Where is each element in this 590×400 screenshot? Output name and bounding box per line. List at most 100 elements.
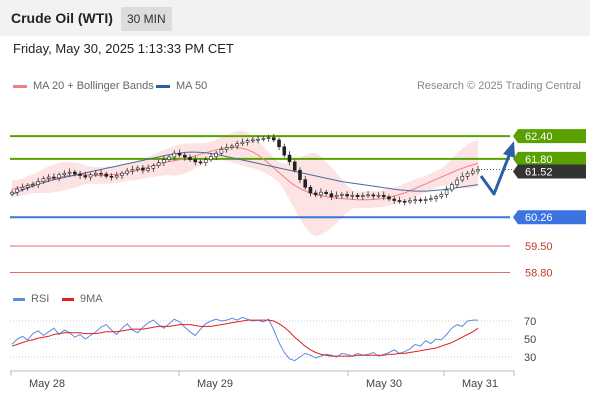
candle	[188, 157, 192, 160]
rsi-panel: 70 50 30	[10, 316, 536, 364]
badge-label: 58.80	[525, 268, 553, 280]
timeframe-button[interactable]: 30 MIN	[121, 7, 172, 31]
candle	[340, 194, 344, 196]
candle	[460, 175, 465, 181]
candle	[156, 162, 161, 166]
candle	[444, 189, 449, 195]
candle	[334, 194, 339, 198]
badge-label: 61.52	[525, 166, 553, 178]
candle	[235, 143, 239, 147]
candle	[88, 174, 93, 178]
candle	[429, 198, 433, 200]
candle	[381, 194, 386, 198]
candle	[413, 199, 417, 202]
candle	[146, 168, 150, 171]
candle	[271, 137, 276, 141]
candle	[141, 167, 145, 171]
candle	[104, 173, 109, 177]
rsi-series-9ma	[11, 319, 479, 357]
price-badge-61.52: 61.52	[513, 164, 586, 179]
candle	[46, 176, 51, 179]
badge-background	[513, 210, 586, 225]
rsi-tick-label: 70	[524, 316, 536, 328]
badge-label: 61.80	[525, 154, 553, 166]
candle	[31, 184, 35, 186]
candle	[434, 196, 438, 199]
candle	[361, 195, 365, 198]
candle	[10, 191, 14, 195]
candle	[36, 181, 40, 185]
candle	[25, 185, 30, 188]
candle	[67, 171, 72, 174]
candle	[135, 167, 140, 170]
candle	[470, 170, 475, 174]
candle	[177, 152, 182, 156]
badge-background	[513, 164, 586, 179]
legend-ma20-label: MA 20 + Bollinger Bands	[33, 80, 154, 92]
candle	[73, 171, 77, 175]
candle	[308, 186, 313, 194]
candle	[99, 172, 103, 175]
candle	[162, 159, 166, 163]
candle	[418, 199, 423, 202]
candle	[266, 137, 271, 139]
badge-label: 60.26	[525, 212, 553, 224]
candle	[109, 175, 114, 178]
candle	[224, 147, 229, 150]
candle	[114, 175, 119, 178]
candle	[214, 152, 219, 157]
candle	[219, 149, 224, 154]
candle	[198, 161, 203, 164]
legend-rsi: RSI	[13, 293, 49, 305]
price-badge-62.40: 62.40	[513, 129, 586, 144]
x-axis-label: May 30	[366, 378, 402, 390]
credit-text: Research © 2025 Trading Central	[416, 80, 581, 92]
candle	[392, 198, 397, 201]
candle	[450, 184, 454, 191]
candle	[350, 194, 355, 197]
candle	[167, 156, 171, 160]
candle	[402, 200, 407, 203]
up-arrow-icon	[479, 141, 515, 196]
candle	[230, 145, 234, 148]
candle	[151, 165, 156, 169]
candle	[408, 200, 412, 203]
header-bar: Crude Oil (WTI) 30 MIN	[0, 0, 590, 36]
candle	[41, 178, 46, 182]
legend-ma50: MA 50	[156, 80, 207, 92]
candle	[282, 146, 287, 156]
candle	[120, 172, 124, 176]
bollinger-band	[12, 130, 478, 236]
candle	[455, 179, 459, 185]
x-axis: May 28 May 29 May 30 May 31	[10, 370, 515, 390]
candle	[465, 172, 470, 177]
ma20-swatch	[13, 84, 27, 88]
instrument-title: Crude Oil (WTI)	[11, 10, 113, 26]
candle	[292, 161, 297, 171]
candle	[172, 152, 177, 158]
candle	[203, 159, 208, 163]
candle	[277, 139, 281, 148]
legend-rsi-label: RSI	[31, 293, 50, 305]
candle	[209, 156, 213, 160]
badge-background	[513, 129, 586, 144]
candle	[256, 138, 260, 141]
price-badge-60.26: 60.26	[513, 210, 586, 225]
rsi-tick-label: 50	[524, 334, 536, 346]
candle	[251, 139, 255, 142]
candle	[298, 169, 302, 181]
candle	[57, 174, 61, 179]
candle	[324, 191, 328, 195]
legend-ma20: MA 20 + Bollinger Bands	[13, 80, 154, 92]
ma50-line	[11, 151, 479, 195]
candle	[313, 192, 318, 196]
arrow-shaft	[479, 152, 512, 196]
badge-label: 59.50	[525, 241, 553, 253]
arrow-head	[503, 141, 515, 158]
legend-ma9: 9MA	[62, 293, 103, 305]
candle	[125, 170, 129, 174]
candle	[355, 194, 360, 198]
price-badge-58.80: 58.80	[525, 268, 553, 280]
